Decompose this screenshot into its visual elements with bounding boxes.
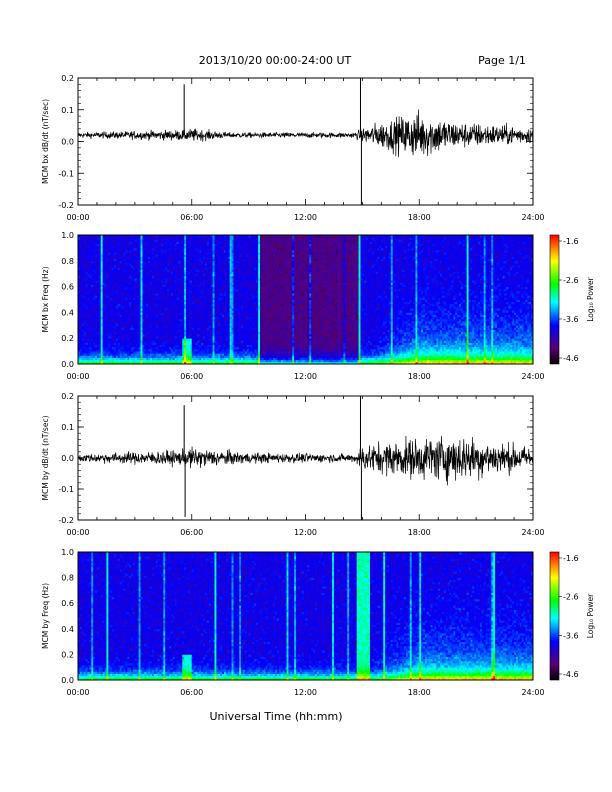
x-tick-label: 18:00 <box>408 213 431 222</box>
x-tick-label: 00:00 <box>66 372 89 381</box>
panel-1-heatmap <box>78 235 533 364</box>
x-tick-label: 06:00 <box>180 372 203 381</box>
page-title: 2013/10/20 00:00-24:00 UT <box>199 54 352 67</box>
y-axis-label: MCM bx dB/dt (nT/sec) <box>41 99 50 184</box>
figure: 2013/10/20 00:00-24:00 UT Page 1/1 00:00… <box>0 0 612 792</box>
y-tick-label: 0.6 <box>61 283 74 292</box>
y-axis-label: MCM bx Freq (Hz) <box>41 266 50 332</box>
page-number: Page 1/1 <box>478 54 526 67</box>
x-tick-label: 18:00 <box>408 372 431 381</box>
y-tick-label: 0.1 <box>61 106 74 115</box>
x-tick-label: 12:00 <box>294 372 317 381</box>
x-tick-label: 24:00 <box>521 372 544 381</box>
y-tick-label: 0.0 <box>61 360 74 369</box>
y-tick-label: -0.2 <box>58 201 74 210</box>
y-tick-label: 0.2 <box>61 74 74 83</box>
y-tick-label: 1.0 <box>61 231 74 240</box>
y-tick-label: -0.1 <box>58 169 74 178</box>
series-line <box>78 109 533 157</box>
y-tick-label: 0.8 <box>61 257 74 266</box>
panels: 00:00 06:00 12:00 18:00 24:00 0.2 0.1 0.0 -0.1 -0… <box>41 74 595 697</box>
x-tick-label: 12:00 <box>294 213 317 222</box>
x-tick-label: 06:00 <box>180 213 203 222</box>
x-tick-label: 00:00 <box>66 213 89 222</box>
y-tick-label: 0.2 <box>61 334 74 343</box>
y-tick-label: 0.4 <box>61 308 74 317</box>
x-tick-label: 24:00 <box>521 213 544 222</box>
y-tick-label: 0.0 <box>61 138 74 147</box>
panel-0-trace <box>78 78 533 205</box>
panel-0-axes: 00:00 06:00 12:00 18:00 24:00 0.2 0.1 0.0 -0.1 -0… <box>41 74 545 222</box>
